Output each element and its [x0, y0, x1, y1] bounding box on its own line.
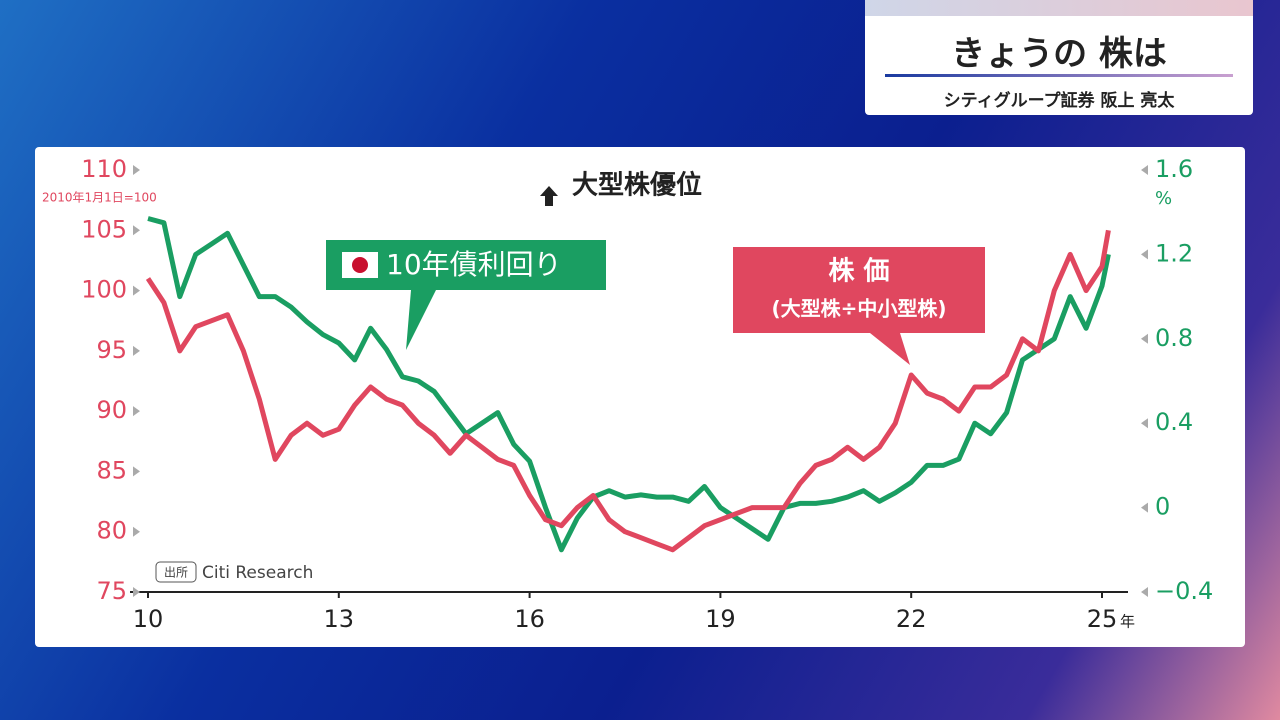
y2-tick — [1141, 587, 1148, 597]
x-unit: 年 — [1120, 613, 1135, 631]
y2-tick — [1141, 502, 1148, 513]
y-tick-label: 85 — [96, 456, 127, 484]
x-tick-label: 22 — [896, 605, 927, 633]
y2-tick-label: 0.4 — [1155, 408, 1193, 436]
y-tick — [133, 526, 140, 537]
header: きょうの 株は シティグループ証券 阪上 亮太 — [865, 0, 1253, 115]
y-tick — [133, 285, 140, 296]
y-tick-label: 75 — [96, 577, 127, 605]
x-tick-label: 16 — [514, 605, 545, 633]
x-tick-label: 25 — [1087, 605, 1118, 633]
series-line — [147, 216, 1111, 553]
price-note: (大型株÷中小型株) — [771, 297, 946, 321]
x-tick-label: 19 — [705, 605, 736, 633]
source-text: Citi Research — [202, 563, 313, 583]
x-tick-label: 10 — [133, 605, 164, 633]
header-bar — [865, 0, 1253, 16]
y2-tick — [1141, 249, 1148, 260]
header-subtitle: シティグループ証券 阪上 亮太 — [943, 91, 1175, 111]
y-tick-label: 95 — [96, 336, 127, 364]
y-tick — [133, 345, 140, 356]
y-tick — [133, 466, 140, 477]
y2-tick — [1141, 418, 1148, 429]
y-tick — [133, 225, 140, 236]
y-tick — [133, 587, 140, 597]
y2-tick-label: 1.2 — [1155, 239, 1193, 267]
y-tick — [133, 165, 140, 175]
source-box — [155, 561, 197, 583]
price-callout — [733, 247, 985, 365]
header-title: きょうの 株は — [951, 34, 1167, 74]
up-arrow — [540, 186, 558, 206]
y2-tick — [1141, 165, 1148, 175]
y-note: 2010年1月1日=100 — [42, 191, 157, 205]
flag-sun — [352, 257, 368, 273]
y-tick-label: 105 — [81, 215, 127, 243]
series-line — [145, 229, 1111, 553]
y-tick-label: 80 — [96, 517, 127, 545]
y-tick — [133, 406, 140, 417]
header-rule — [885, 74, 1233, 77]
y2-tick-label: 1.6 — [1155, 155, 1193, 183]
y2-tick-label: 0.8 — [1155, 324, 1193, 352]
y2-unit: % — [1155, 188, 1172, 209]
y-tick-label: 110 — [81, 155, 127, 183]
y-tick-label: 100 — [81, 276, 127, 304]
price-label: 株 価 — [828, 257, 889, 287]
x-tick-label: 13 — [324, 605, 355, 633]
y2-tick — [1141, 333, 1148, 344]
y-tick-label: 90 — [96, 396, 127, 424]
chart-title: 大型株優位 — [572, 170, 702, 201]
y2-tick-label: −0.4 — [1155, 577, 1213, 605]
yield-label: 10年債利回り — [386, 248, 562, 281]
yield-callout — [326, 240, 606, 350]
source-label: 出所 — [164, 566, 188, 580]
y2-tick-label: 0 — [1155, 493, 1170, 521]
